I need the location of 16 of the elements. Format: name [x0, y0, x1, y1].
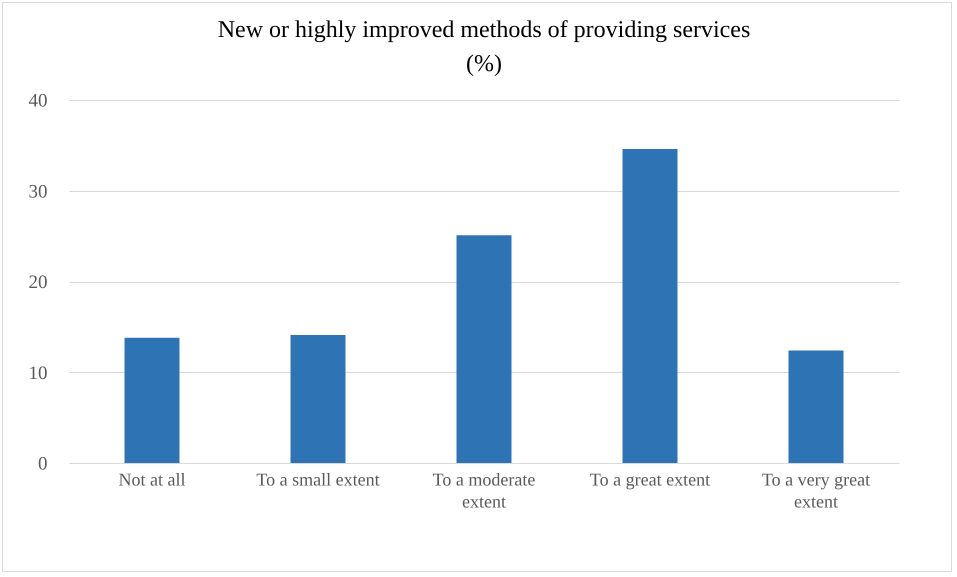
x-tick-label: To a great extent: [590, 470, 710, 490]
bar: [290, 335, 346, 463]
x-tick-label: Not at all: [118, 470, 186, 490]
x-tick-label: To a moderate extent: [432, 470, 536, 512]
y-tick-label: 30: [28, 181, 48, 202]
bar: [622, 149, 678, 463]
y-tick-label: 20: [28, 272, 48, 293]
y-tick-label: 0: [38, 454, 48, 474]
y-tick-label: 10: [28, 362, 48, 384]
x-tick-label: To a small extent: [256, 470, 380, 490]
bar: [788, 350, 844, 463]
x-tick-label: To a very great extent: [762, 470, 870, 512]
chart-title: New or highly improved methods of providing services (%): [218, 17, 750, 77]
bar: [124, 338, 180, 463]
bar: [456, 235, 512, 463]
y-tick-label: 40: [28, 90, 48, 112]
